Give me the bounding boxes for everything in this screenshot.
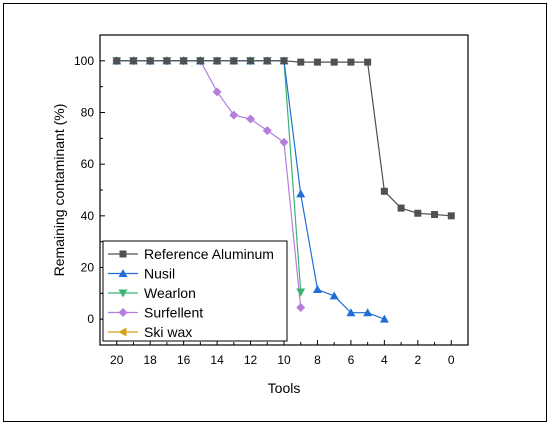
x-tick-label: 4 <box>381 353 388 367</box>
data-point <box>280 57 288 65</box>
legend: Reference Aluminum Nusil Wearlon Surfellent… <box>102 240 288 342</box>
outer-frame <box>3 3 547 422</box>
data-point <box>447 212 455 220</box>
legend-label: Nusil <box>144 266 175 282</box>
y-tick-label: 80 <box>81 106 95 120</box>
data-point <box>246 114 256 124</box>
data-point <box>312 284 322 293</box>
legend-marker <box>118 308 128 317</box>
legend-item: Nusil <box>108 266 175 282</box>
x-tick-label: 20 <box>110 353 124 367</box>
data-point <box>364 58 372 66</box>
legend-marker <box>118 289 128 298</box>
y-axis-title: Remaining contaminant (%) <box>51 104 67 277</box>
data-point <box>247 57 255 65</box>
legend-item: Wearlon <box>108 285 196 301</box>
y-tick-label: 60 <box>81 157 95 171</box>
data-point <box>330 58 338 66</box>
x-tick-label: 2 <box>414 353 421 367</box>
legend-marker <box>118 269 128 277</box>
legend-label: Surfellent <box>144 305 203 321</box>
data-point <box>229 110 239 120</box>
y-tick-label: 20 <box>81 261 95 275</box>
x-tick-label: 6 <box>348 353 355 367</box>
x-tick-label: 18 <box>144 353 158 367</box>
y-tick-label: 0 <box>87 312 94 326</box>
legend-item: Surfellent <box>108 305 203 321</box>
data-point <box>346 308 356 317</box>
x-tick-label: 8 <box>314 353 321 367</box>
legend-label: Reference Aluminum <box>144 246 274 262</box>
data-point <box>279 137 289 147</box>
legend-label: Ski wax <box>144 324 192 340</box>
legend-marker <box>118 327 127 337</box>
series-reference-aluminum <box>113 57 455 220</box>
legend-item: Reference Aluminum <box>108 246 274 262</box>
data-point <box>263 57 271 65</box>
y-tick-label: 40 <box>81 209 95 223</box>
data-point <box>397 204 405 212</box>
data-point <box>212 87 222 97</box>
data-point <box>113 57 121 65</box>
data-point <box>313 58 321 66</box>
legend-item: Ski wax <box>108 324 192 340</box>
series-layer <box>112 56 455 323</box>
data-point <box>296 189 306 198</box>
x-tick-label: 12 <box>244 353 258 367</box>
x-tick-label: 0 <box>448 353 455 367</box>
data-point <box>146 57 154 65</box>
x-axis: 20 18 16 14 12 10 8 6 4 2 0 <box>110 340 455 367</box>
data-point <box>296 288 306 297</box>
data-point <box>262 126 272 136</box>
data-point <box>363 308 373 317</box>
x-tick-label: 14 <box>210 353 224 367</box>
data-point <box>129 57 137 65</box>
legend-box <box>102 240 288 342</box>
data-point <box>414 209 422 217</box>
y-axis: 0 20 40 60 80 100 <box>74 54 105 326</box>
data-point <box>180 57 188 65</box>
legend-marker <box>119 250 127 258</box>
data-point <box>431 211 439 219</box>
data-point <box>163 57 171 65</box>
data-point <box>379 314 389 323</box>
data-point <box>296 303 306 313</box>
y-tick-label: 100 <box>74 54 94 68</box>
data-point <box>297 58 305 66</box>
x-axis-title: Tools <box>268 380 301 396</box>
data-point <box>329 291 339 300</box>
x-tick-label: 16 <box>177 353 191 367</box>
legend-label: Wearlon <box>144 285 196 301</box>
data-point <box>196 57 204 65</box>
x-tick-label: 10 <box>277 353 291 367</box>
data-point <box>380 187 388 195</box>
data-point <box>213 57 221 65</box>
data-point <box>230 57 238 65</box>
data-point <box>347 58 355 66</box>
